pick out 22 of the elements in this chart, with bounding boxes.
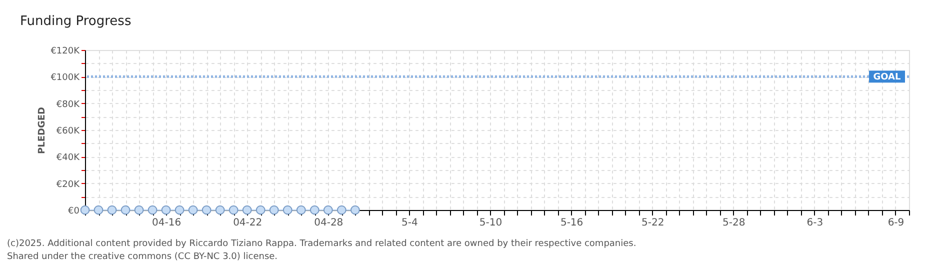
- y-tick-label: €80K: [56, 100, 81, 110]
- text: Shared under the creative commons (CC BY-NC 3.0) license.: [7, 252, 278, 262]
- x-tick-label: 5-28: [722, 218, 746, 228]
- y-axis-title: PLEDGED: [38, 107, 48, 154]
- y-tick-label: €0: [68, 206, 80, 216]
- y-tick-label: €20K: [56, 180, 81, 190]
- ref-line-label: GOAL: [873, 72, 902, 83]
- x-tick-label: 5-10: [479, 218, 502, 228]
- text: (c)2025. Additional content provided by Riccardo Tiziano Rappa. Trademarks and related content are owned by their respective companies.: [7, 239, 636, 249]
- x-tick-label: 04-16: [152, 218, 182, 228]
- y-tick-label: €60K: [56, 126, 81, 136]
- y-tick-label: €120K: [50, 46, 81, 56]
- x-tick-label: 6-3: [806, 218, 824, 228]
- x-tick-label: 5-4: [402, 218, 418, 228]
- x-tick-label: 6-9: [888, 218, 904, 228]
- x-tick-label: 04-22: [233, 218, 262, 228]
- x-tick-label: 5-16: [560, 218, 584, 228]
- chart-title: Funding Progress: [20, 14, 132, 29]
- x-tick-label: 04-28: [314, 218, 344, 228]
- y-tick-label: €100K: [50, 73, 81, 84]
- x-tick-label: 5-22: [641, 218, 664, 228]
- y-tick-label: €40K: [56, 153, 81, 164]
